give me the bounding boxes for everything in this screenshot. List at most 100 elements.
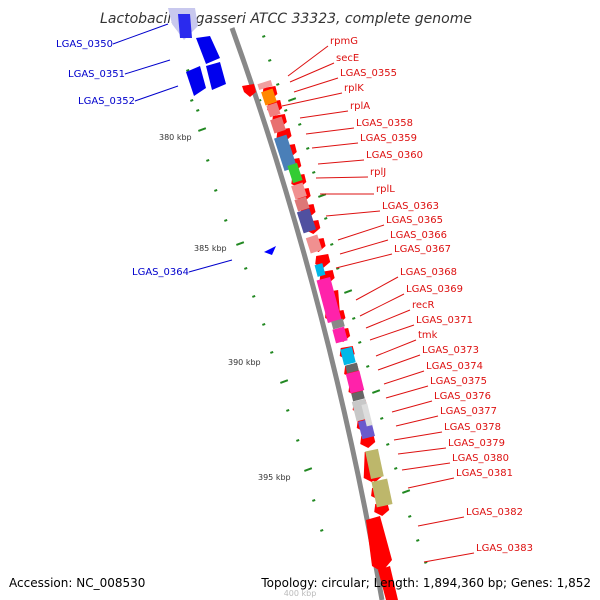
gene-block[interactable] (291, 182, 307, 200)
forward-large-genes (366, 516, 398, 600)
gene-block[interactable] (296, 208, 317, 234)
gene-block[interactable] (270, 116, 286, 134)
forward-gene-label[interactable]: LGAS_0381 (456, 468, 513, 479)
label-leader (311, 142, 359, 149)
forward-gene-label[interactable]: LGAS_0355 (340, 68, 397, 79)
forward-gene-label[interactable]: LGAS_0374 (426, 361, 483, 372)
forward-gene-label[interactable]: LGAS_0377 (440, 406, 497, 417)
forward-gene-label[interactable]: LGAS_0363 (382, 201, 439, 212)
label-leader (188, 259, 233, 273)
tick-mark (283, 108, 288, 112)
reverse-gene-label[interactable]: LGAS_0350 (56, 39, 113, 50)
label-leader (325, 210, 381, 217)
label-leader (112, 23, 169, 45)
forward-gene-label[interactable]: recR (412, 300, 435, 311)
accession-label: Accession: NC_008530 (9, 576, 145, 590)
gene-block[interactable] (345, 362, 359, 374)
gene-block[interactable] (316, 276, 342, 324)
tick-mark (330, 242, 334, 246)
gene-block[interactable] (371, 478, 393, 508)
forward-gene-label[interactable]: LGAS_0378 (444, 422, 501, 433)
gene-block[interactable] (340, 346, 356, 366)
tick-mark (251, 294, 256, 298)
tick-mark (380, 416, 384, 420)
forward-gene-label[interactable]: LGAS_0383 (476, 543, 533, 554)
forward-gene-label[interactable]: LGAS_0376 (434, 391, 491, 402)
forward-gene-label[interactable]: LGAS_0369 (406, 284, 463, 295)
forward-gene-label[interactable]: LGAS_0359 (360, 133, 417, 144)
gene-arrow[interactable] (242, 84, 256, 97)
tick-mark (366, 364, 370, 368)
gene-block[interactable] (361, 403, 373, 427)
forward-gene-label[interactable]: LGAS_0358 (356, 118, 413, 129)
label-leader (299, 110, 349, 119)
label-leader (375, 339, 417, 357)
tick-label: 395 kbp (258, 473, 291, 482)
reverse-gene-label[interactable]: LGAS_0352 (78, 96, 135, 107)
forward-gene-label[interactable]: LGAS_0382 (466, 507, 523, 518)
tick-mark (304, 467, 313, 472)
forward-gene-label[interactable]: LGAS_0379 (448, 438, 505, 449)
gene-block[interactable] (257, 79, 273, 91)
label-leader (287, 45, 329, 77)
genome-backbone (229, 27, 385, 600)
label-leader (395, 415, 439, 427)
forward-gene-label[interactable]: tmk (418, 330, 438, 341)
forward-gene-label[interactable]: rpmG (330, 36, 358, 47)
gene-block[interactable] (305, 234, 323, 254)
gene-feature[interactable] (178, 14, 192, 38)
gene-block[interactable] (345, 370, 365, 394)
gene-block[interactable] (332, 326, 348, 344)
reverse-gene-label[interactable]: LGAS_0364 (132, 267, 189, 278)
gene-feature[interactable] (206, 62, 226, 90)
gene-feature[interactable] (264, 246, 276, 255)
gene-block[interactable] (351, 390, 365, 402)
tick-mark (408, 514, 412, 518)
tick-mark (319, 528, 324, 532)
tick-mark (285, 408, 290, 412)
forward-gene-label[interactable]: LGAS_0367 (394, 244, 451, 255)
forward-gene-label[interactable]: rplL (376, 184, 395, 195)
forward-gene-label[interactable]: LGAS_0371 (416, 315, 473, 326)
gene-block[interactable] (331, 318, 345, 330)
feature-blocks (257, 79, 393, 508)
gene-feature[interactable] (186, 66, 206, 96)
forward-gene-label[interactable]: LGAS_0365 (386, 215, 443, 226)
label-leader (293, 77, 339, 93)
tick-mark (351, 316, 356, 320)
gene-block[interactable] (294, 196, 310, 212)
gene-feature[interactable] (378, 566, 398, 600)
tick-mark (401, 489, 411, 494)
forward-gene-label[interactable]: LGAS_0373 (422, 345, 479, 356)
gene-block[interactable] (314, 263, 326, 277)
label-leader (377, 354, 421, 371)
forward-gene-label[interactable]: LGAS_0380 (452, 453, 509, 464)
reverse-gene-label[interactable]: LGAS_0351 (68, 69, 125, 80)
gene-block[interactable] (261, 88, 277, 106)
label-leader (423, 552, 475, 563)
tick-mark (416, 538, 420, 542)
forward-gene-label[interactable]: rplA (350, 101, 370, 112)
tick-mark (311, 498, 316, 502)
tick-mark (189, 98, 194, 102)
forward-gene-label[interactable]: rplK (344, 83, 364, 94)
label-leader (407, 477, 455, 489)
tick-mark (298, 122, 302, 126)
gene-feature[interactable] (366, 516, 392, 572)
gene-block[interactable] (287, 162, 303, 184)
forward-gene-label[interactable]: LGAS_0368 (400, 267, 457, 278)
gene-block[interactable] (365, 448, 384, 479)
forward-gene-label[interactable]: LGAS_0375 (430, 376, 487, 387)
gene-block[interactable] (274, 134, 297, 172)
tick-mark (198, 127, 207, 132)
label-leader (339, 239, 389, 255)
tick-mark (195, 108, 200, 112)
gene-feature[interactable] (196, 36, 220, 64)
forward-gene-label[interactable]: secE (336, 53, 359, 64)
forward-gene-label[interactable]: rplJ (370, 167, 386, 178)
label-leader (317, 159, 365, 165)
gene-block[interactable] (266, 102, 281, 118)
forward-gene-label[interactable]: LGAS_0366 (390, 230, 447, 241)
tick-mark (224, 218, 228, 222)
forward-gene-label[interactable]: LGAS_0360 (366, 150, 423, 161)
